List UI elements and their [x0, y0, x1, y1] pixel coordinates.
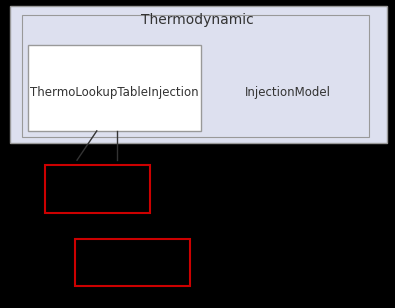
FancyBboxPatch shape: [10, 6, 387, 143]
Text: InjectionModel: InjectionModel: [245, 86, 331, 99]
FancyBboxPatch shape: [75, 239, 190, 286]
FancyBboxPatch shape: [45, 165, 150, 213]
Text: ThermoLookupTableInjection: ThermoLookupTableInjection: [30, 86, 199, 99]
FancyBboxPatch shape: [28, 45, 201, 131]
FancyBboxPatch shape: [22, 15, 369, 137]
Text: Thermodynamic: Thermodynamic: [141, 13, 254, 27]
